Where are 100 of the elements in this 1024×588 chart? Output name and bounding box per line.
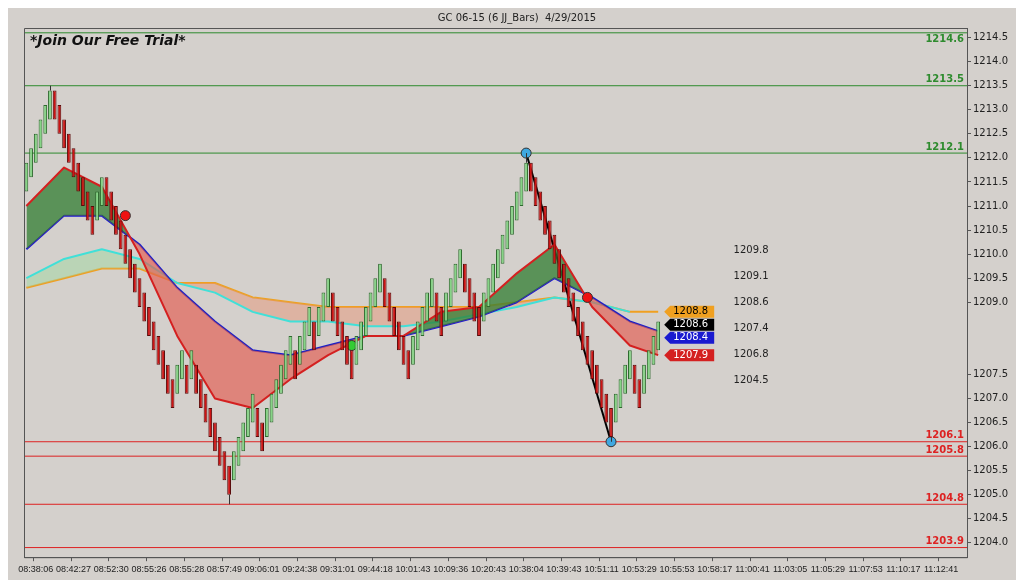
candlestick [297,335,302,365]
candlestick [147,307,151,336]
candlestick [604,393,609,423]
y-tick-label: 1204.0 [973,536,1009,548]
candlestick [184,364,189,394]
candlestick [264,408,269,437]
x-tick-label: 08:42:27 [55,564,92,575]
candlestick [62,119,66,149]
candlestick [29,148,33,178]
x-tick-label: 11:00:41 [735,564,770,575]
x-tick-label: 10:53:29 [621,564,657,575]
candlestick [576,307,580,336]
point [605,436,617,448]
ref-line-label: 1206.1 [925,429,965,441]
candlestick [316,307,321,336]
candlestick [382,278,387,308]
candlestick [571,292,576,322]
ref-line-label: 1203.9 [925,535,965,547]
candlestick [448,278,453,308]
ref-line-label: 1212.1 [925,140,965,152]
candlestick [24,162,29,192]
data-label: 1208.8 [673,305,709,317]
candlestick [415,321,420,351]
y-tick-label: 1212.0 [973,151,1009,163]
x-tick-label: 10:01:43 [395,564,431,575]
candlestick [345,335,349,365]
candlestick [48,85,52,120]
y-tick-label: 1211.0 [973,199,1009,211]
candlestick [411,335,415,365]
candlestick [406,350,411,380]
x-tick-label: 10:38:04 [508,564,544,575]
annotation: 1209.8 [733,243,769,255]
annotation: 1207.4 [733,321,769,333]
x-tick-label: 10:51:11 [584,564,619,575]
candlestick [307,307,312,336]
point [520,147,532,159]
candlestick [340,321,345,351]
x-tick-label: 10:39:43 [546,564,582,575]
candlestick [81,177,85,206]
x-tick-label: 11:12:41 [923,564,959,575]
candlestick [613,393,618,423]
x-tick-label: 11:05:29 [810,564,846,575]
candlestick [547,220,552,250]
data-label: 1207.9 [673,348,709,360]
y-tick-label: 1209.5 [973,271,1009,283]
candlestick [439,307,444,336]
x-tick-label: 09:31:01 [320,564,356,575]
candlestick [33,133,38,163]
candlestick [208,408,213,437]
annotation: *Join Our Free Trial* [30,31,187,48]
x-tick-label: 11:10:17 [886,564,921,575]
candlestick [175,364,180,394]
candlestick [90,206,95,235]
candlestick [646,350,651,380]
ref-line-label: 1204.8 [925,491,965,503]
candlestick [66,133,71,163]
candlestick [194,364,198,394]
candlestick [637,379,642,409]
candlestick [458,249,463,279]
candlestick [462,263,467,293]
y-tick-label: 1205.0 [973,488,1009,500]
candlestick [95,191,99,221]
candlestick [85,191,90,221]
candlestick [227,465,231,505]
annotation: 1209.1 [733,269,769,281]
candlestick [246,408,250,437]
candlestick [528,162,533,192]
candlestick [156,335,161,365]
candlestick [538,191,543,221]
candlestick [510,206,514,235]
x-tick-label: 08:57:49 [206,564,242,575]
candlestick [142,292,147,322]
y-tick-label: 1211.5 [973,175,1009,187]
point [119,210,131,222]
x-tick-label: 10:55:53 [659,564,695,575]
candlestick [57,104,62,134]
candlestick [241,422,246,452]
y-tick-label: 1206.5 [973,416,1009,428]
x-tick-label: 10:58:17 [697,564,733,575]
x-tick-label: 10:09:36 [433,564,469,575]
x-tick-label: 11:07:53 [848,564,883,575]
ref-line-label: 1205.8 [925,443,965,455]
data-label: 1208.4 [673,331,709,343]
candlestick [283,350,288,380]
candlestick [656,321,661,351]
candlestick [189,350,194,380]
candlestick [123,234,128,264]
x-tick-label: 09:06:01 [244,564,280,575]
candlestick [43,104,48,134]
y-tick-label: 1210.5 [973,223,1009,235]
y-tick-label: 1210.0 [973,247,1009,259]
candlestick [326,278,331,308]
candlestick [53,91,56,119]
y-tick-label: 1204.5 [973,512,1009,524]
candlestick [293,350,297,380]
ref-line-label: 1213.5 [925,73,965,85]
x-tick-label: 08:55:28 [169,564,205,575]
y-tick-label: 1212.5 [973,127,1009,139]
candlestick [180,350,184,380]
y-tick-label: 1214.5 [973,31,1009,43]
